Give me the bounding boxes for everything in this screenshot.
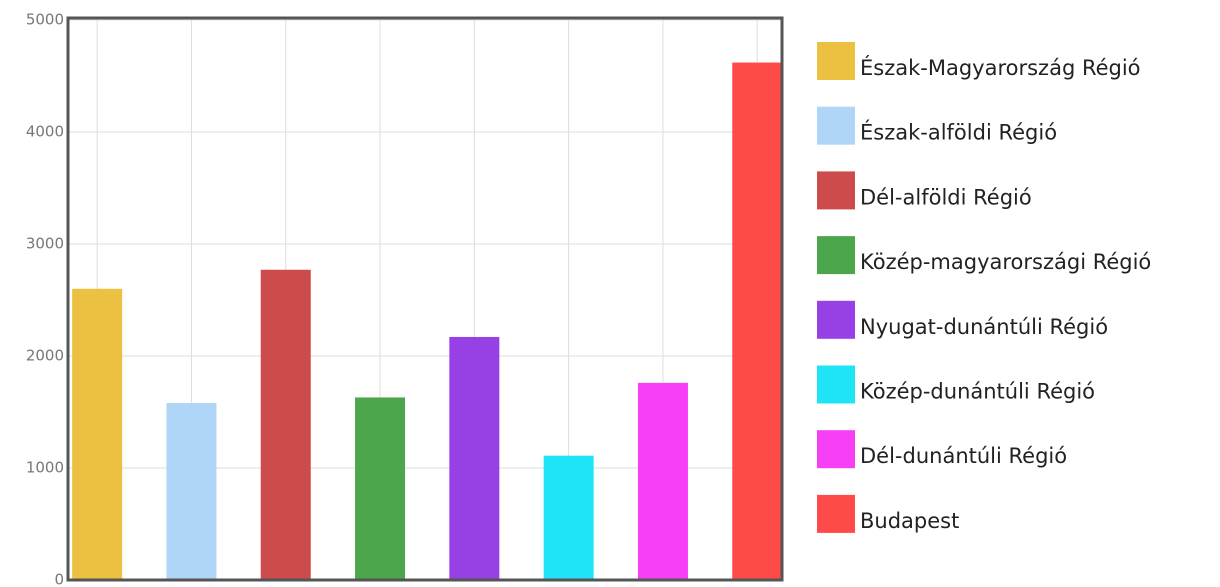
- bar: [449, 336, 500, 580]
- y-tick-label: 0: [54, 571, 64, 587]
- legend-swatch: [817, 365, 855, 404]
- legend-label: Észak-Magyarország Régió: [860, 55, 1141, 80]
- legend-swatch: [817, 42, 855, 80]
- bar: [637, 382, 688, 580]
- legend-label: Dél-dunántúli Régió: [860, 444, 1067, 468]
- bar: [732, 62, 783, 581]
- legend-swatch: [817, 171, 855, 210]
- bar: [355, 397, 406, 580]
- bar: [543, 455, 594, 580]
- legend-label: Közép-dunántúli Régió: [860, 380, 1095, 404]
- plot-frame: [66, 16, 784, 582]
- legend-label: Közép-magyarországi Régió: [860, 250, 1151, 274]
- y-tick-label: 5000: [26, 11, 64, 29]
- legend-label: Budapest: [860, 509, 959, 533]
- y-tick-label: 2000: [26, 347, 64, 365]
- bar: [260, 269, 311, 580]
- legend-swatch: [817, 106, 855, 145]
- legend-label: Nyugat-dunántúli Régió: [860, 315, 1108, 339]
- legend-swatch: [817, 236, 855, 275]
- y-tick-label: 3000: [26, 235, 64, 253]
- y-tick-label: 4000: [26, 123, 64, 141]
- legend-swatch: [817, 300, 855, 339]
- legend-swatch: [817, 494, 855, 533]
- legend-label: Dél-alföldi Régió: [860, 185, 1032, 209]
- legend-label: Észak-alföldi Régió: [860, 120, 1057, 145]
- legend-swatch: [817, 430, 855, 469]
- bar: [166, 403, 217, 580]
- bar: [72, 288, 123, 580]
- y-tick-label: 1000: [26, 459, 64, 477]
